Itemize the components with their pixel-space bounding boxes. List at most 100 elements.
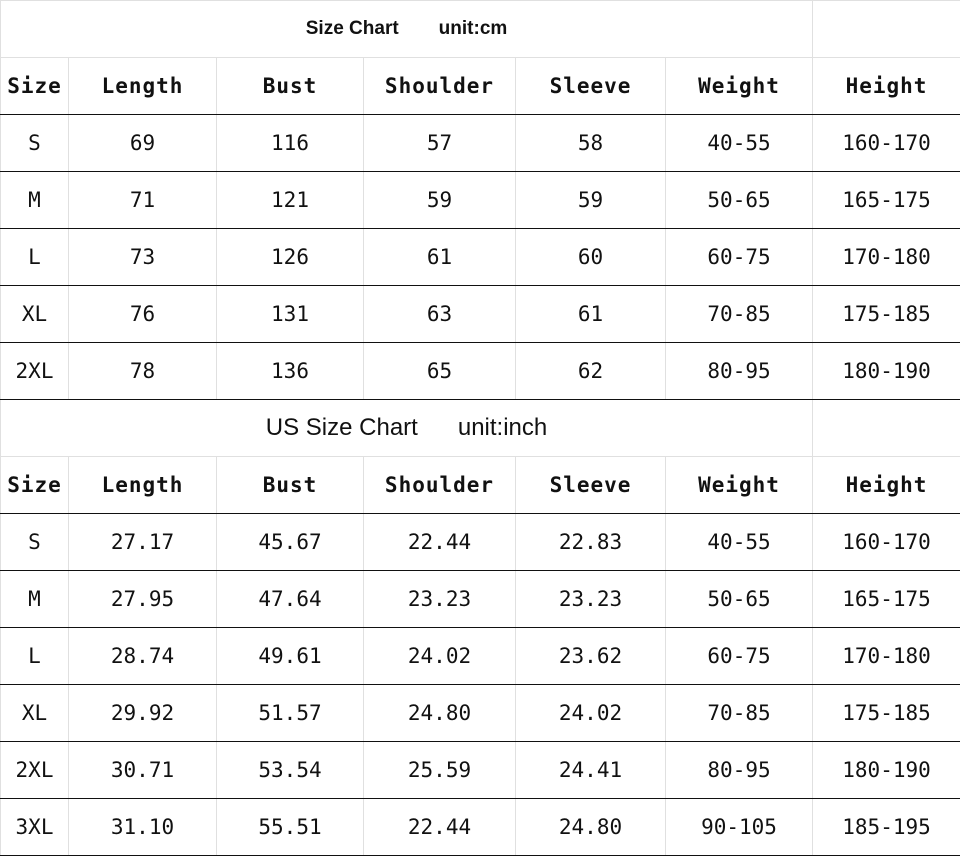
unit-text: unit:cm bbox=[438, 18, 508, 39]
table-cell: 70-85 bbox=[664, 684, 814, 742]
table-cell: S bbox=[0, 513, 69, 571]
table-row: XL 29.92 51.57 24.80 24.02 70-85 175-185 bbox=[0, 684, 960, 742]
table-cell: 80-95 bbox=[664, 342, 814, 400]
table-cell: 45.67 bbox=[216, 513, 364, 571]
table-title: Size Chart unit:cm bbox=[0, 0, 814, 58]
table-cell: 24.41 bbox=[515, 741, 666, 799]
table-row: L 28.74 49.61 24.02 23.62 60-75 170-180 bbox=[0, 627, 960, 685]
table-cell: 24.80 bbox=[363, 684, 516, 742]
table-cell: L bbox=[0, 627, 69, 685]
empty-cell bbox=[812, 0, 960, 58]
table-cell: 22.83 bbox=[515, 513, 666, 571]
table-cell: 51.57 bbox=[216, 684, 364, 742]
table-cell: S bbox=[0, 114, 69, 172]
table-cell: 160-170 bbox=[812, 513, 960, 571]
table-cell: 61 bbox=[515, 285, 666, 343]
title-text: US Size Chart bbox=[265, 414, 418, 441]
table-cell: 160-170 bbox=[812, 114, 960, 172]
table-cell: 170-180 bbox=[812, 627, 960, 685]
table-cell: XL bbox=[0, 285, 69, 343]
table-cell: 136 bbox=[216, 342, 364, 400]
title-text: Size Chart bbox=[305, 18, 399, 39]
header-row: Size Length Bust Shoulder Sleeve Weight Height bbox=[0, 57, 960, 115]
table-cell: 62 bbox=[515, 342, 666, 400]
table-cell: M bbox=[0, 171, 69, 229]
table-cell: 2XL bbox=[0, 342, 69, 400]
column-header: Length bbox=[68, 456, 217, 514]
table-cell: 59 bbox=[515, 171, 666, 229]
table-row: S 27.17 45.67 22.44 22.83 40-55 160-170 bbox=[0, 513, 960, 571]
column-header: Length bbox=[68, 57, 217, 115]
table-cell: 53.54 bbox=[216, 741, 364, 799]
table-row: M 27.95 47.64 23.23 23.23 50-65 165-175 bbox=[0, 570, 960, 628]
table-cell: 121 bbox=[216, 171, 364, 229]
table-cell: 185-195 bbox=[812, 798, 960, 856]
table-cell: 60-75 bbox=[664, 228, 814, 286]
table-cell: 30.71 bbox=[68, 741, 217, 799]
table-cell: 165-175 bbox=[812, 171, 960, 229]
table-cell: 126 bbox=[216, 228, 364, 286]
table-cell: 180-190 bbox=[812, 342, 960, 400]
table-cell: 24.02 bbox=[515, 684, 666, 742]
column-header: Weight bbox=[664, 57, 814, 115]
table-cell: 70-85 bbox=[664, 285, 814, 343]
table-cell: 40-55 bbox=[664, 513, 814, 571]
table-cell: 60-75 bbox=[664, 627, 814, 685]
column-header: Bust bbox=[216, 57, 364, 115]
column-header: Height bbox=[812, 456, 960, 514]
table-cell: 170-180 bbox=[812, 228, 960, 286]
table-cell: 47.64 bbox=[216, 570, 364, 628]
table-cell: 22.44 bbox=[363, 798, 516, 856]
us_table-title-row: US Size Chart unit:inch bbox=[0, 399, 960, 457]
table-cell: 25.59 bbox=[363, 741, 516, 799]
table-row: 2XL 78 136 65 62 80-95 180-190 bbox=[0, 342, 960, 400]
table-row: M 71 121 59 59 50-65 165-175 bbox=[0, 171, 960, 229]
column-header: Shoulder bbox=[363, 456, 516, 514]
column-header: Bust bbox=[216, 456, 364, 514]
table-cell: 49.61 bbox=[216, 627, 364, 685]
table-cell: 22.44 bbox=[363, 513, 516, 571]
table-cell: 60 bbox=[515, 228, 666, 286]
table-cell: 80-95 bbox=[664, 741, 814, 799]
table-cell: 40-55 bbox=[664, 114, 814, 172]
table-cell: 116 bbox=[216, 114, 364, 172]
column-header: Size bbox=[0, 456, 69, 514]
table-cell: 24.02 bbox=[363, 627, 516, 685]
table-cell: M bbox=[0, 570, 69, 628]
column-header: Weight bbox=[664, 456, 814, 514]
table-cell: 69 bbox=[68, 114, 217, 172]
table-cell: 76 bbox=[68, 285, 217, 343]
table-cell: 29.92 bbox=[68, 684, 217, 742]
table-cell: 63 bbox=[363, 285, 516, 343]
table-title: US Size Chart unit:inch bbox=[0, 399, 814, 457]
cm_table-title-row: Size Chart unit:cm bbox=[0, 0, 960, 58]
table-cell: 59 bbox=[363, 171, 516, 229]
table-row: XL 76 131 63 61 70-85 175-185 bbox=[0, 285, 960, 343]
table-cell: 50-65 bbox=[664, 570, 814, 628]
table-cell: 165-175 bbox=[812, 570, 960, 628]
column-header: Shoulder bbox=[363, 57, 516, 115]
table-cell: L bbox=[0, 228, 69, 286]
table-cell: 23.23 bbox=[363, 570, 516, 628]
table-cell: 3XL bbox=[0, 798, 69, 856]
table-cell: 55.51 bbox=[216, 798, 364, 856]
table-cell: 50-65 bbox=[664, 171, 814, 229]
table-cell: 28.74 bbox=[68, 627, 217, 685]
column-header: Sleeve bbox=[515, 57, 666, 115]
table-row: 3XL 31.10 55.51 22.44 24.80 90-105 185-195 bbox=[0, 798, 960, 856]
table-cell: 90-105 bbox=[664, 798, 814, 856]
table-row: L 73 126 61 60 60-75 170-180 bbox=[0, 228, 960, 286]
unit-text: unit:inch bbox=[457, 414, 548, 441]
table-cell: 175-185 bbox=[812, 285, 960, 343]
table-cell: 71 bbox=[68, 171, 217, 229]
table-cell: 27.95 bbox=[68, 570, 217, 628]
table-cell: 27.17 bbox=[68, 513, 217, 571]
table-cell: 65 bbox=[363, 342, 516, 400]
table-cell: 175-185 bbox=[812, 684, 960, 742]
table-cell: 31.10 bbox=[68, 798, 217, 856]
table-cell: 23.62 bbox=[515, 627, 666, 685]
column-header: Sleeve bbox=[515, 456, 666, 514]
table-cell: 2XL bbox=[0, 741, 69, 799]
column-header: Height bbox=[812, 57, 960, 115]
